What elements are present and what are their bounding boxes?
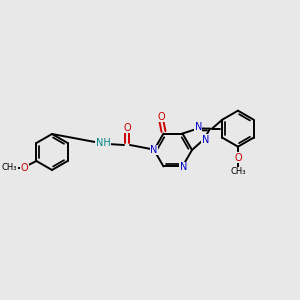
Text: N: N bbox=[150, 145, 158, 155]
Text: O: O bbox=[123, 123, 131, 133]
Text: N: N bbox=[195, 122, 202, 132]
Text: O: O bbox=[158, 112, 165, 122]
Text: N: N bbox=[202, 135, 209, 145]
Text: N: N bbox=[180, 163, 187, 172]
Text: O: O bbox=[234, 153, 242, 163]
Text: CH₃: CH₃ bbox=[2, 164, 17, 172]
Text: NH: NH bbox=[96, 138, 110, 148]
Text: O: O bbox=[21, 163, 28, 173]
Text: O: O bbox=[158, 112, 165, 122]
Text: CH₃: CH₃ bbox=[230, 167, 246, 176]
Text: N: N bbox=[180, 163, 187, 172]
Text: NH: NH bbox=[96, 138, 110, 148]
Text: N: N bbox=[150, 145, 158, 155]
Text: O: O bbox=[123, 123, 131, 133]
Text: N: N bbox=[195, 122, 202, 132]
Text: N: N bbox=[202, 135, 209, 145]
